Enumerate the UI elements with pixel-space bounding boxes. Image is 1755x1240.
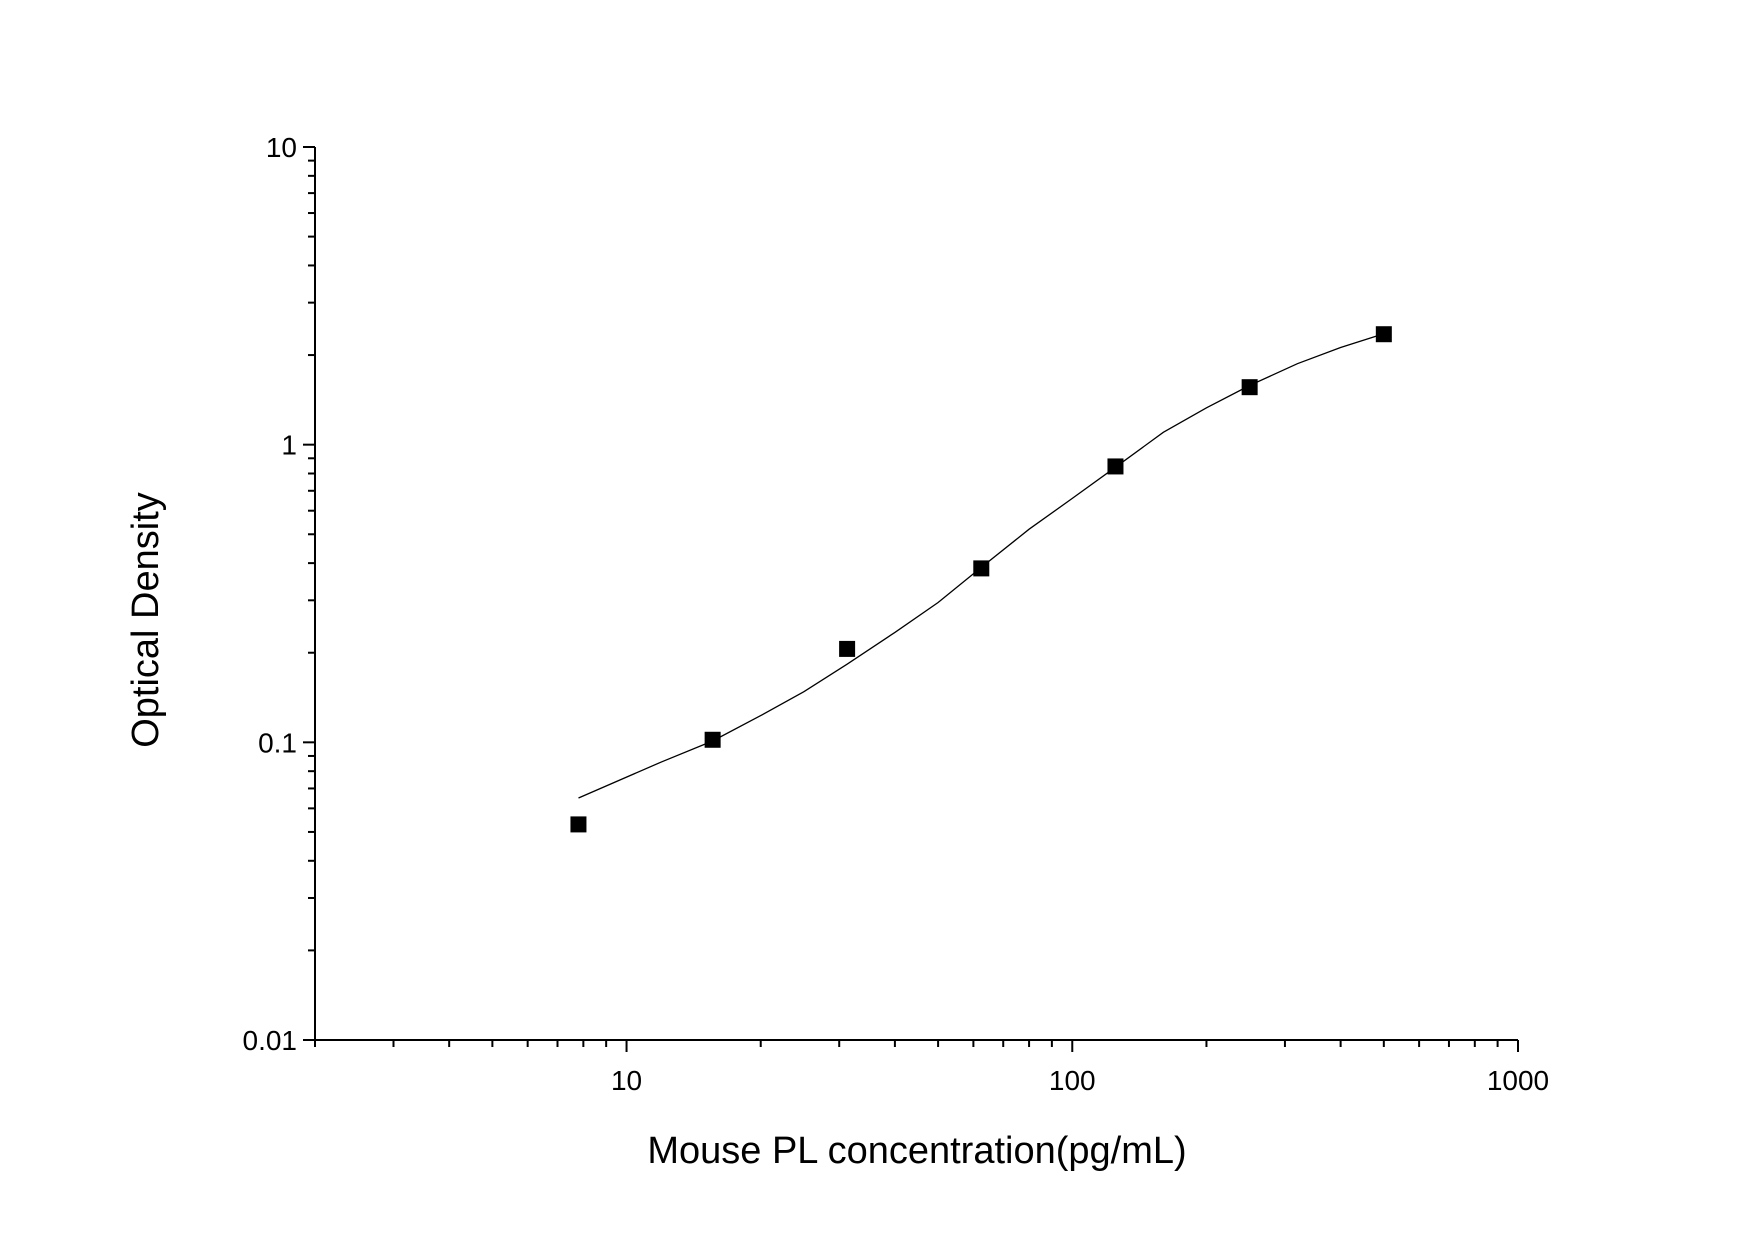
x-tick-label: 10	[611, 1065, 642, 1096]
data-point	[1107, 458, 1124, 475]
y-tick-label: 0.1	[258, 727, 297, 758]
data-point	[973, 560, 990, 577]
data-points	[570, 326, 1392, 833]
x-tick-label: 100	[1049, 1065, 1096, 1096]
x-tick-label: 1000	[1487, 1065, 1549, 1096]
y-tick-label: 0.01	[243, 1025, 298, 1056]
data-point	[1375, 326, 1392, 343]
y-tick-label: 10	[266, 132, 297, 163]
x-axis-title: Mouse PL concentration(pg/mL)	[647, 1130, 1186, 1172]
y-tick-label: 1	[281, 430, 297, 461]
data-point	[839, 640, 856, 657]
axes	[314, 147, 1518, 1041]
data-point	[570, 816, 587, 833]
ticks	[303, 146, 1519, 1052]
y-axis-title: Optical Density	[125, 492, 167, 748]
data-point	[1241, 379, 1258, 396]
data-point	[704, 731, 721, 748]
tick-labels: 10 100 1000 0.01 0.1 1 10	[243, 132, 1550, 1096]
